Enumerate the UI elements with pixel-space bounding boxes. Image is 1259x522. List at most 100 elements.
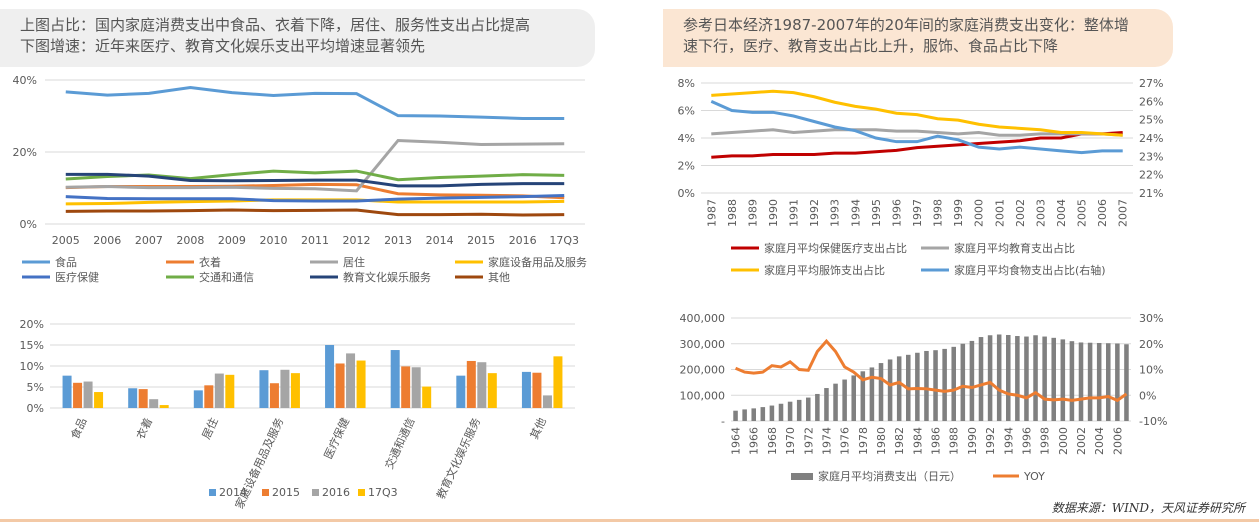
x-tick-label: 1986 bbox=[930, 427, 943, 455]
y-tick-label: 2% bbox=[678, 160, 695, 173]
bar bbox=[83, 381, 93, 408]
bar bbox=[521, 371, 531, 408]
x-tick-label: 2004 bbox=[1055, 199, 1068, 227]
x-tick-label: 1995 bbox=[870, 199, 883, 227]
bar bbox=[290, 373, 300, 408]
y2-tick-label: 21% bbox=[1139, 187, 1163, 200]
legend-label: 2015 bbox=[272, 486, 300, 499]
x-tick-label: 1992 bbox=[808, 199, 821, 227]
left-title-line1: 上图占比：国内家庭消费支出中食品、衣着下降，居住、服务性支出占比提高 bbox=[20, 16, 531, 34]
bar bbox=[94, 392, 104, 408]
x-tick-label: 1997 bbox=[911, 199, 924, 227]
bottom-rule bbox=[0, 519, 1259, 522]
x-tick-label: 2002 bbox=[1014, 199, 1027, 227]
x-tick-label: 1982 bbox=[893, 427, 906, 455]
y2-tick-label: 0% bbox=[1139, 389, 1156, 402]
x-tick-label: 1994 bbox=[849, 199, 862, 227]
bar bbox=[978, 337, 984, 421]
x-category-label: 教育文化娱乐服务 bbox=[433, 415, 483, 501]
y-tick-label: 15% bbox=[20, 339, 44, 352]
bar bbox=[390, 350, 400, 408]
y2-tick-label: 10% bbox=[1139, 364, 1163, 377]
x-tick-label: 2000 bbox=[1057, 427, 1070, 455]
x-tick-label: 1990 bbox=[966, 427, 979, 455]
y-tick-label: - bbox=[721, 415, 725, 428]
bar bbox=[815, 393, 820, 421]
bar bbox=[280, 369, 290, 408]
y-tick-label: 400,000 bbox=[680, 312, 726, 325]
bar bbox=[896, 356, 902, 421]
bar bbox=[833, 383, 838, 421]
bar bbox=[1051, 337, 1056, 421]
legend-label: 家庭设备用品及服务 bbox=[488, 255, 587, 269]
x-tick-label: 2014 bbox=[426, 234, 454, 247]
bar bbox=[806, 397, 811, 421]
bar bbox=[996, 334, 1002, 421]
legend-label: 教育文化娱乐服务 bbox=[343, 270, 431, 284]
bar bbox=[1115, 343, 1120, 421]
x-tick-label: 2001 bbox=[993, 199, 1006, 227]
bar bbox=[1096, 342, 1102, 421]
bar bbox=[149, 399, 159, 408]
x-tick-label: 1984 bbox=[911, 427, 924, 455]
cn-share-chart: 0% 20% 40% 2005 2006 2007 2008 2009 2010 2011 2012… bbox=[13, 74, 587, 284]
y-tick-label: 20% bbox=[13, 146, 37, 159]
x-category-label: 居住 bbox=[199, 415, 221, 441]
bar bbox=[269, 383, 279, 408]
bar bbox=[960, 343, 966, 421]
bar bbox=[477, 362, 487, 408]
series-line-4 bbox=[65, 194, 565, 203]
bar bbox=[1078, 342, 1084, 421]
bar bbox=[422, 386, 432, 408]
x-tick-label: 1992 bbox=[984, 427, 997, 455]
x-category-label: 医疗保健 bbox=[321, 415, 352, 461]
bar bbox=[787, 401, 793, 421]
x-tick-label: 2006 bbox=[93, 234, 121, 247]
x-tick-label: 2016 bbox=[509, 234, 537, 247]
bar bbox=[487, 373, 497, 408]
x-tick-label: 1996 bbox=[890, 199, 903, 227]
series-line-1 bbox=[711, 128, 1123, 137]
bar bbox=[1106, 343, 1111, 421]
cn-growth-chart: 0%5%10%15%20%食品 衣着 居住 家庭设备用品及服务 医疗保健 交通和通信 教育文… bbox=[20, 318, 575, 511]
y-tick-label: 8% bbox=[678, 77, 695, 90]
series-line-6 bbox=[65, 172, 565, 188]
bar bbox=[335, 363, 345, 408]
x-tick-label: 1998 bbox=[932, 199, 945, 227]
x-tick-label: 1996 bbox=[1020, 427, 1033, 455]
legend-label: 家庭月平均食物支出占比(右轴) bbox=[954, 263, 1106, 277]
y-tick-label: 4% bbox=[678, 132, 695, 145]
y-tick-label: 6% bbox=[678, 105, 695, 118]
y-tick-label: 0% bbox=[27, 402, 44, 415]
x-tick-label: 1964 bbox=[730, 427, 743, 455]
bar bbox=[159, 405, 169, 408]
jp-share-chart: 0% 2% 4% 6% 8% 21% 22% 23% 24% 25% 26% 27% 1987 1988 1… bbox=[678, 77, 1164, 277]
x-tick-label: 1990 bbox=[767, 199, 780, 227]
x-tick-label: 1972 bbox=[802, 427, 815, 455]
legend-label: 家庭月平均服饰支出占比 bbox=[764, 263, 885, 277]
x-category-label: 其他 bbox=[528, 416, 549, 441]
y-tick-label: 0% bbox=[678, 187, 695, 200]
bar bbox=[138, 389, 148, 408]
bar bbox=[193, 390, 203, 408]
y-tick-label: 0% bbox=[20, 218, 37, 231]
x-tick-label: 2011 bbox=[301, 234, 329, 247]
bar bbox=[878, 363, 884, 421]
x-tick-label: 2005 bbox=[1076, 199, 1089, 227]
x-tick-label: 2002 bbox=[1075, 427, 1088, 455]
legend-label: 2016 bbox=[322, 486, 350, 499]
series-line-3 bbox=[710, 99, 1123, 155]
legend-label: YOY bbox=[1023, 470, 1045, 483]
series-line-2 bbox=[65, 138, 565, 193]
y-tick-label: 300,000 bbox=[680, 338, 726, 351]
y-tick-label: 5% bbox=[27, 381, 44, 394]
right-title-line2: 速下行，医疗、教育支出占比上升，服饰、食品占比下降 bbox=[683, 37, 1059, 55]
x-tick-label: 1970 bbox=[784, 427, 797, 455]
series-line-yoy bbox=[734, 338, 1128, 403]
bar bbox=[1015, 336, 1020, 421]
series-line-0 bbox=[65, 86, 565, 121]
x-tick-label: 1988 bbox=[726, 199, 739, 227]
x-tick-label: 1998 bbox=[1039, 427, 1052, 455]
legend-label: 家庭月平均教育支出占比 bbox=[954, 241, 1075, 255]
x-tick-label: 2000 bbox=[973, 199, 986, 227]
